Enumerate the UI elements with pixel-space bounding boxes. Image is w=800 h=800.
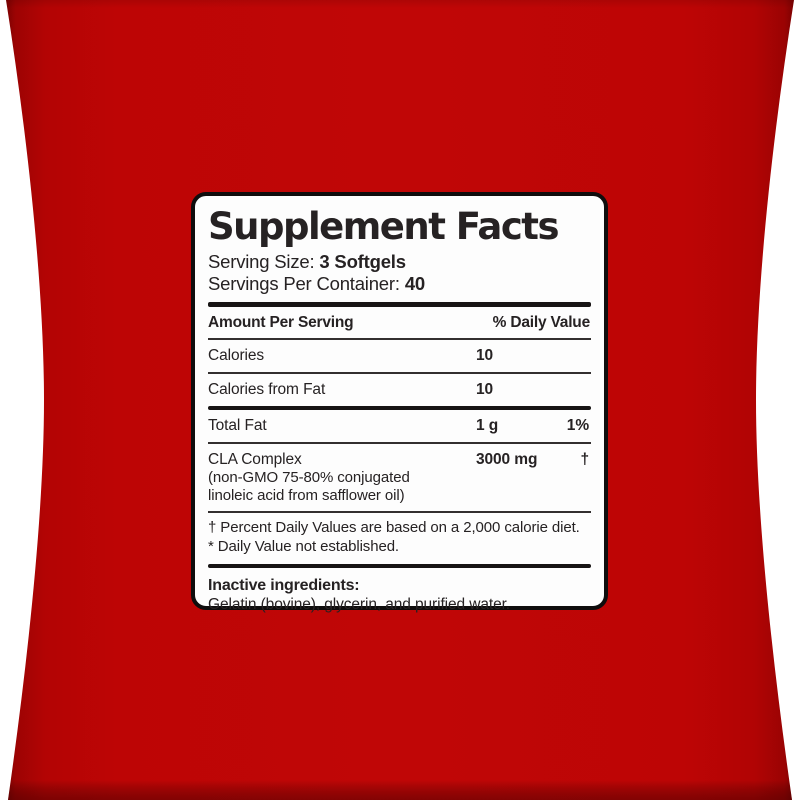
- footnotes: † Percent Daily Values are based on a 2,…: [208, 513, 591, 564]
- divider-thick-top: [208, 302, 591, 307]
- row-daily-value: 1%: [566, 417, 589, 434]
- row-name-detail: linoleic acid from safflower oil): [208, 486, 405, 504]
- row-name: Calories from Fat: [208, 381, 326, 398]
- inactive-ingredients-section: Inactive ingredients: Gelatin (bovine), …: [208, 568, 591, 614]
- divider-thick-bottom: [208, 564, 591, 568]
- inactive-ingredients-label: Inactive ingredients:: [208, 577, 360, 594]
- divider-thin: [208, 372, 591, 374]
- footnote-not-established: * Daily Value not established.: [208, 537, 400, 555]
- footnote-daily-values: † Percent Daily Values are based on a 2,…: [208, 519, 580, 536]
- row-name-detail: (non-GMO 75-80% conjugated: [208, 469, 410, 486]
- row-amount: 10: [476, 347, 494, 364]
- serving-size-label: Serving Size:: [208, 251, 315, 272]
- divider-thin: [208, 442, 591, 444]
- inactive-ingredients-text: Gelatin (bovine), glycerin, and purified…: [208, 596, 511, 613]
- row-name: Total Fat: [208, 417, 267, 434]
- panel-title: Supplement Facts: [208, 205, 560, 248]
- row-daily-value-dagger: †: [580, 451, 589, 468]
- table-row-total-fat: Total Fat 1 g 1%: [208, 410, 591, 442]
- divider-thick-mid: [208, 406, 591, 410]
- table-row-cla-complex: CLA Complex 3000 mg † (non-GMO 75-80% co…: [208, 444, 591, 511]
- serving-size-value: 3 Softgels: [319, 251, 406, 272]
- row-amount: 10: [476, 381, 494, 398]
- servings-per-container-value: 40: [404, 273, 425, 294]
- supplement-facts-panel: Supplement Facts Serving Size: 3 Softgels…: [191, 192, 608, 613]
- row-amount: 1 g: [476, 417, 499, 434]
- table-header-row: Amount Per Serving % Daily Value: [208, 307, 591, 338]
- daily-value-header: % Daily Value: [492, 314, 591, 331]
- servings-per-container-line: Servings Per Container: 40: [208, 273, 591, 295]
- row-name: CLA Complex: [208, 451, 302, 468]
- amount-per-serving-header: Amount Per Serving: [208, 314, 354, 331]
- table-row-calories-from-fat: Calories from Fat 10: [208, 374, 591, 406]
- row-name: Calories: [208, 347, 265, 364]
- row-amount: 3000 mg: [476, 451, 538, 468]
- servings-per-container-label: Servings Per Container:: [208, 273, 400, 294]
- serving-size-line: Serving Size: 3 Softgels: [208, 251, 591, 273]
- divider-thin: [208, 511, 591, 513]
- table-row-calories: Calories 10: [208, 340, 591, 372]
- divider-thin: [208, 338, 591, 340]
